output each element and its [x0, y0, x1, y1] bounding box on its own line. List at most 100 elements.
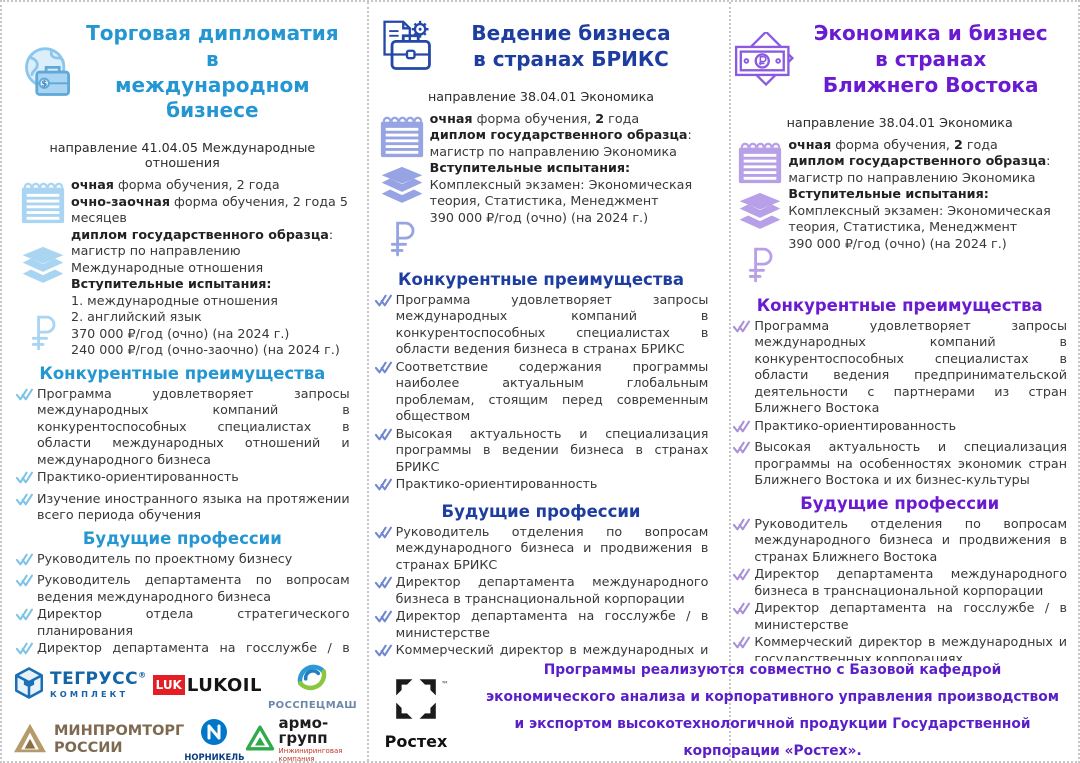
list-item-text: Директор департамента на госслужбе / в м… [395, 608, 709, 640]
info-line: 1. международные отношения [71, 292, 278, 308]
double-check-icon [374, 426, 396, 447]
program-header: Экономика и бизнес в странах Ближнего Вост… [732, 8, 1067, 112]
minpromtorg-line1: МИНПРОМТОРГ [54, 723, 185, 740]
info-line: 370 000 ₽/год (очно) (на 2024 г.) [71, 325, 290, 341]
document-gear-briefcase-icon [374, 18, 440, 76]
partner-logos: ТЕГРУСС® КОМПЛЕКТ LUK LUKOIL РОССПЕЦМАШ [2, 657, 365, 761]
ruble-sign-icon [28, 313, 58, 357]
rostec-logo: ™ Ростех [365, 672, 467, 751]
direction-code: направление 38.04.01 Экономика [786, 114, 1013, 130]
double-check-icon [374, 608, 396, 629]
books-stack-icon [19, 245, 67, 299]
list-item: Практико-ориентированность [732, 418, 1067, 439]
footer: ТЕГРУСС® КОМПЛЕКТ LUK LUKOIL РОССПЕЦМАШ [2, 661, 1078, 761]
program-column-trade-diplomacy: $ Торговая дипломатия в международном биз… [2, 2, 361, 661]
triangle-icon [12, 722, 48, 758]
double-check-icon [15, 491, 37, 512]
list-item-text: Программа удовлетворяет запросы междунар… [37, 385, 350, 467]
info-line: Вступительные испытания: [788, 186, 989, 202]
section-title: Будущие профессии [82, 528, 282, 548]
list-item-text: Коммерческий директор в международных и … [754, 634, 1068, 661]
info-line: диплом государственного образца: магистр… [429, 127, 692, 159]
list-item: Соответствие содержания программы наибол… [374, 359, 708, 425]
program-header: $ Торговая дипломатия в международном биз… [15, 8, 350, 137]
professions-section: Будущие профессии Руководитель отделения… [374, 501, 709, 661]
list-item: Программа удовлетворяет запросы междунар… [374, 291, 709, 358]
professions-section: Будущие профессии Руководитель отделения… [732, 494, 1067, 661]
list-item: Программа удовлетворяет запросы междунар… [732, 318, 1067, 417]
column-divider [367, 2, 369, 761]
lukoil-logo: LUK LUKOIL [152, 674, 262, 696]
double-check-icon [732, 418, 754, 439]
program-title-line: Ближнего Востока [822, 72, 1039, 97]
section-title: Будущие профессии [441, 501, 641, 521]
double-check-icon [374, 292, 396, 313]
info-line: диплом государственного образца: магистр… [71, 226, 334, 275]
program-title-line: в странах [875, 46, 987, 71]
list-item: Руководитель отделения по вопросам между… [374, 523, 709, 574]
armo-grupp-logo: армо-групп Инжиниринговая компания [245, 716, 357, 761]
list-item: Руководитель по проектному бизнесу [15, 551, 350, 572]
globe-briefcase-icon: $ [15, 44, 81, 102]
list-item: Директор департамента международного биз… [732, 566, 1067, 599]
info-line: 2. английский язык [71, 309, 202, 325]
list-item: Высокая актуальность и специализация про… [374, 426, 708, 476]
info-line: очная форма обучения, 2 года [429, 110, 640, 126]
notepad-icon [735, 139, 785, 191]
cooperation-note: Программы реализуются совместно с Базово… [485, 662, 1059, 759]
list-item-text: Руководитель отделения по вопросам между… [395, 523, 709, 572]
list-item: Коммерческий директор в международных и … [374, 642, 708, 661]
section-title: Конкурентные преимущества [39, 363, 326, 383]
list-item: Директор департамента на госслужбе / в м… [732, 600, 1067, 633]
tegruss-subtitle: КОМПЛЕКТ [50, 689, 129, 699]
list-item: Руководитель департамента по вопросам ве… [15, 572, 350, 605]
books-stack-icon [378, 165, 426, 219]
nornickel-logo: НОРНИКЕЛЬ [184, 717, 245, 761]
notepad-icon [18, 179, 68, 231]
section-title: Конкурентные преимущества [756, 295, 1043, 315]
info-line: очно-заочная форма обучения, 2 года 5 ме… [71, 193, 348, 226]
green-triangle-icon [245, 724, 275, 756]
trademark-mark: ™ [441, 679, 449, 689]
list-item-text: Руководитель отделения по вопросам между… [754, 515, 1068, 564]
list-item-text: Программа удовлетворяет запросы междунар… [395, 291, 709, 357]
program-title: Ведение бизнеса в странах БРИКС [440, 21, 709, 72]
list-item: Коммерческий директор в международных и … [732, 634, 1067, 661]
double-check-icon [15, 551, 37, 572]
advantages-list: Программа удовлетворяет запросы междунар… [374, 291, 709, 497]
double-check-icon [374, 574, 396, 595]
notepad-icon [377, 113, 427, 165]
double-check-icon [15, 606, 37, 627]
double-check-icon [15, 640, 37, 661]
info-lines: очная форма обучения, 2 года диплом госуд… [430, 111, 709, 265]
info-line: 390 000 ₽/год (очно) (на 2024 г.) [788, 235, 1007, 251]
info-line: диплом государственного образца: магистр… [788, 153, 1051, 185]
list-item: Практико-ориентированность [374, 476, 709, 497]
double-check-icon [732, 439, 754, 460]
direction-code: направление 41.04.05 Международные отнош… [49, 140, 316, 171]
program-header: Ведение бизнеса в странах БРИКС [374, 8, 709, 86]
professions-section: Будущие профессии Руководитель по проект… [15, 529, 350, 661]
list-item-text: Директор департамента на госслужбе / в м… [37, 640, 350, 661]
cube-icon [12, 666, 46, 704]
double-check-icon [374, 476, 396, 497]
info-line: 390 000 ₽/год (очно) (на 2024 г.) [429, 209, 649, 225]
info-line: очная форма обучения, 2 года [71, 177, 280, 193]
program-column-brics-business: Ведение бизнеса в странах БРИКС направлен… [361, 2, 720, 661]
list-item-text: Практико-ориентированность [37, 469, 239, 485]
program-info: очная форма обучения, 2 года диплом госуд… [732, 137, 1067, 291]
list-item-text: Высокая актуальность и специализация про… [754, 439, 1068, 488]
minpromtorg-line2: РОССИИ [54, 739, 123, 756]
ruble-sign-icon [387, 219, 417, 263]
double-check-icon [732, 600, 754, 621]
list-item: Директор департамента на госслужбе / в м… [374, 608, 709, 641]
lukoil-title: LUKOIL [186, 674, 262, 696]
program-title-line: Экономика и бизнес [813, 21, 1048, 46]
info-lines: очная форма обучения, 2 года очно-заочная… [71, 177, 350, 359]
info-line: Комплексный экзамен: Экономическая теори… [788, 202, 1051, 235]
advantages-section: Конкурентные преимущества Программа удов… [732, 296, 1067, 489]
info-lines: очная форма обучения, 2 года диплом госуд… [788, 137, 1067, 291]
rosspetsmash-logo: РОССПЕЦМАШ [268, 659, 357, 711]
double-check-icon [15, 572, 37, 593]
